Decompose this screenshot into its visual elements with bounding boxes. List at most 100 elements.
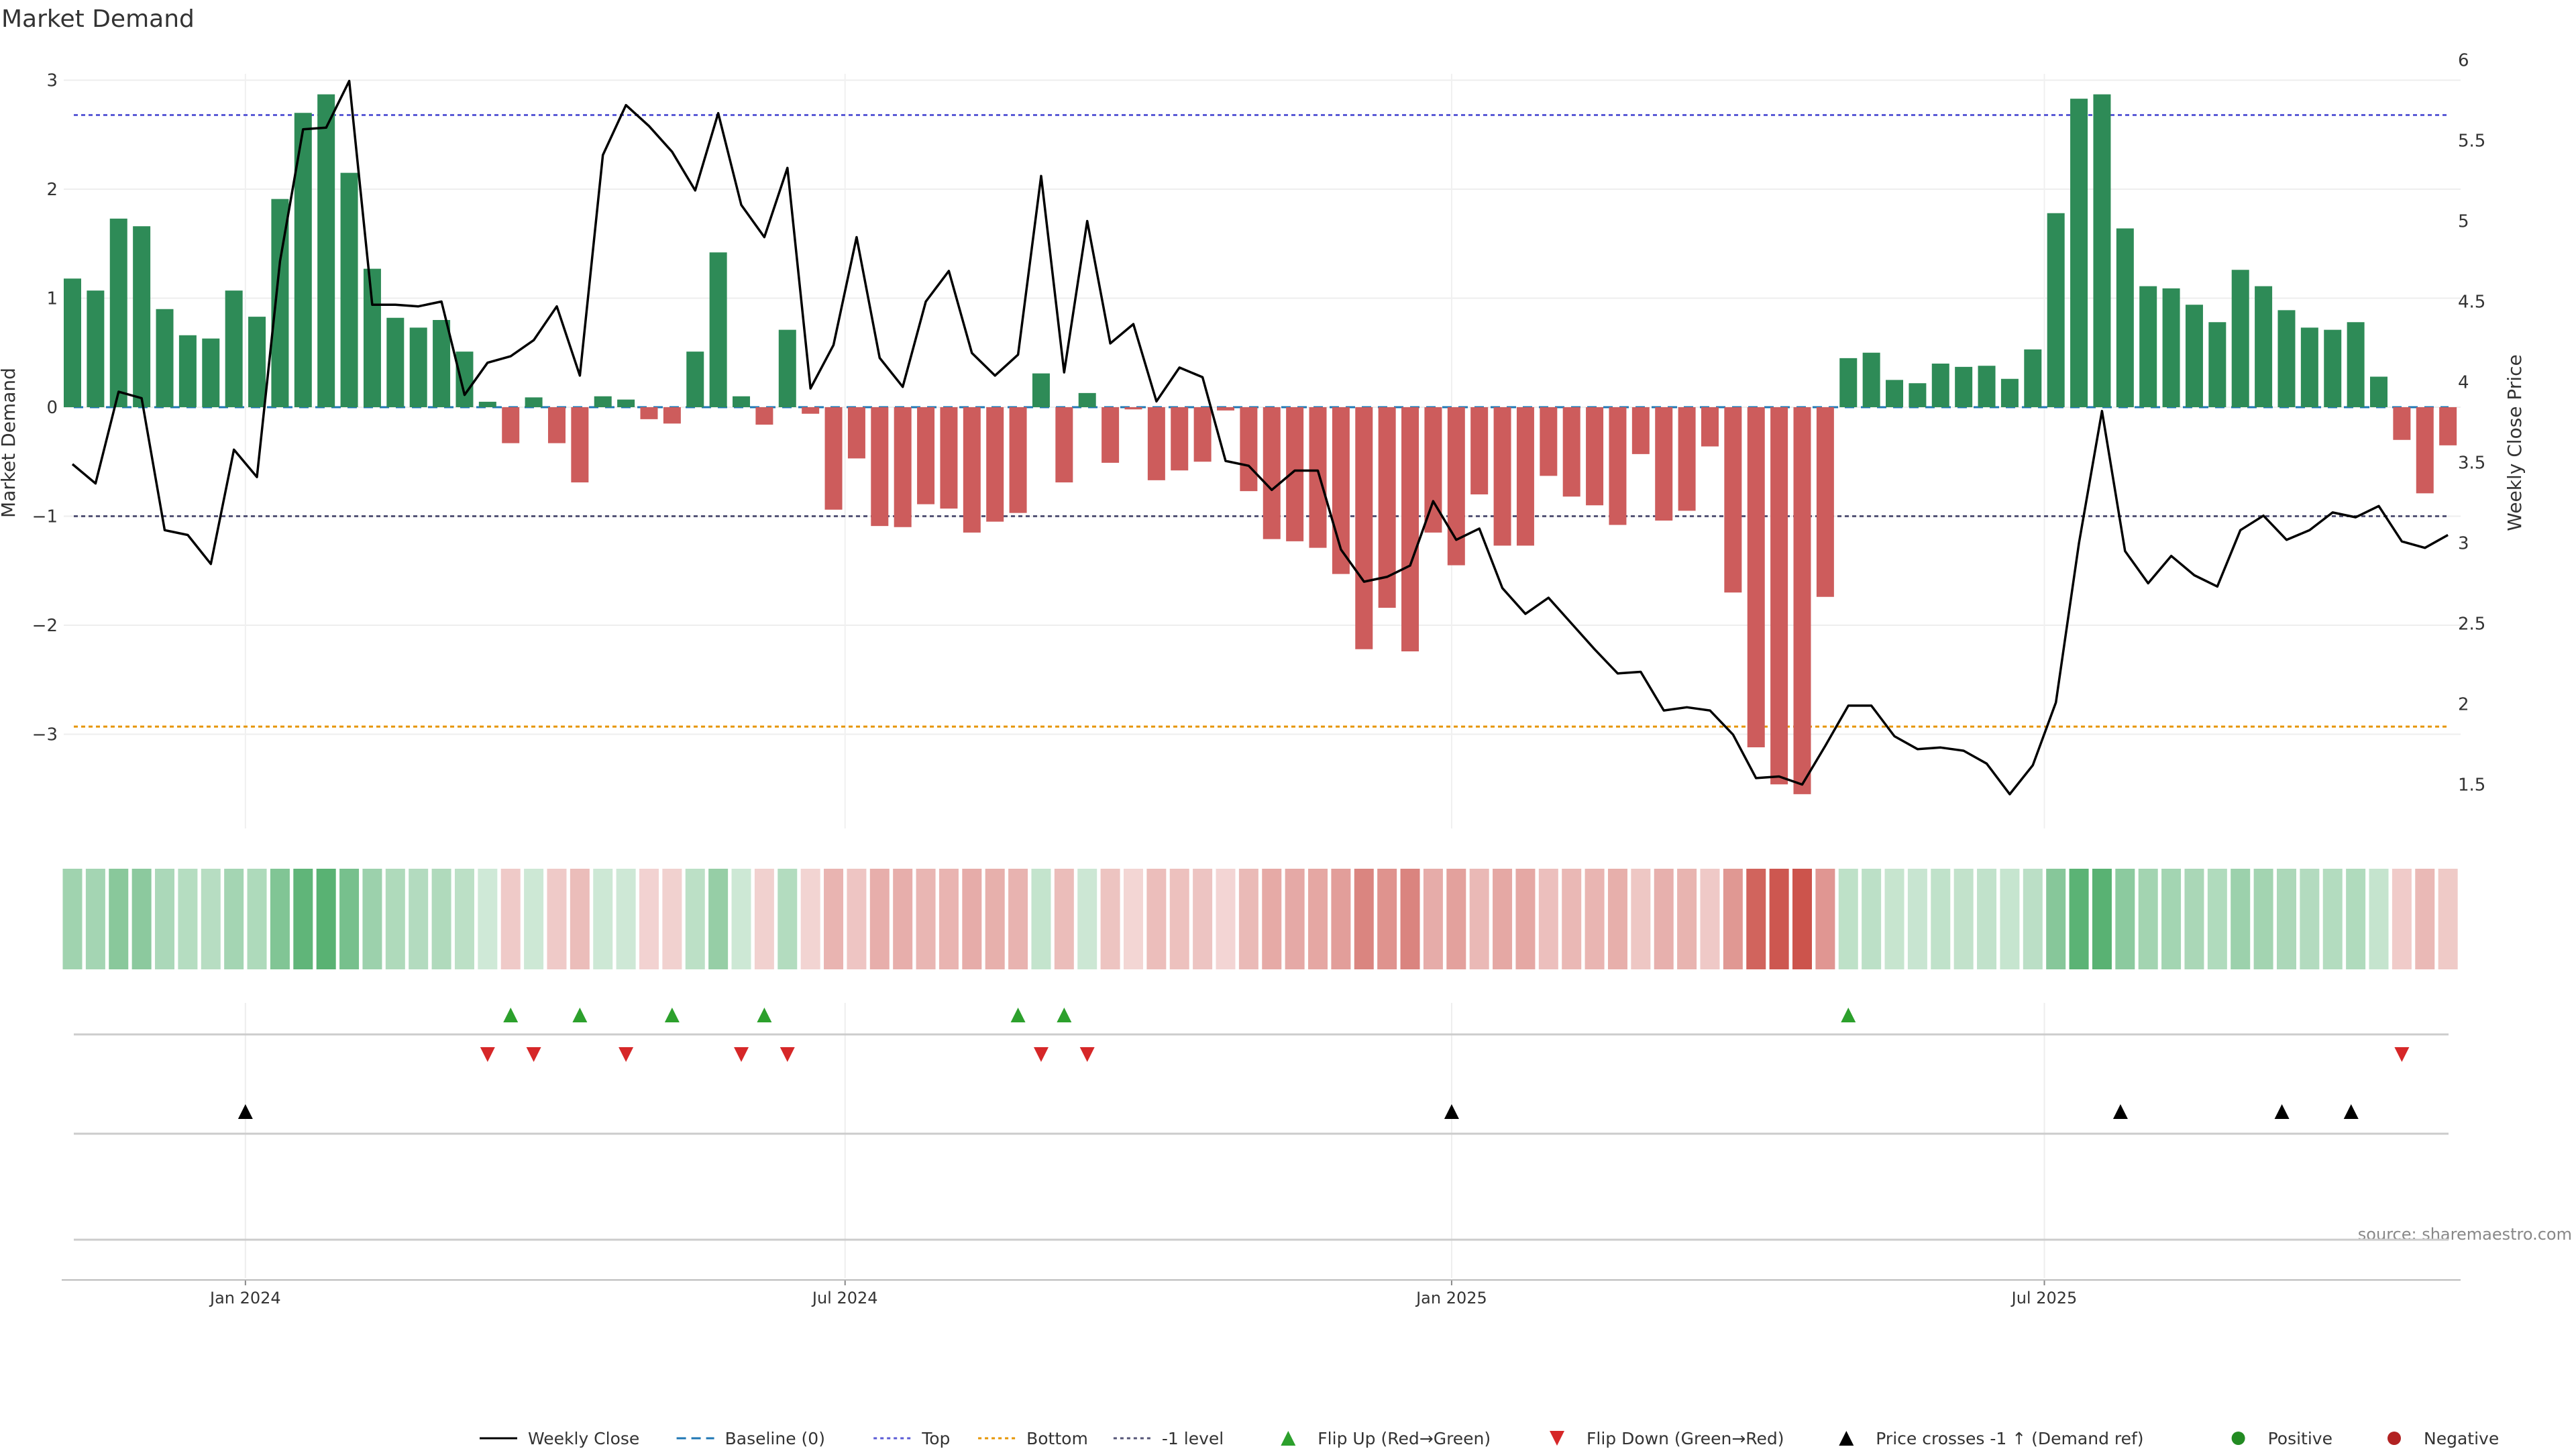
legend-label: Top [921,1429,950,1448]
y-tick-label: 3 [46,71,58,91]
source-label: source: sharemaestro.com [2358,1225,2572,1244]
heat-cell [1838,869,1858,969]
price-cross-marker [1444,1104,1459,1119]
demand-bar [1816,407,1834,597]
flip-down-marker [2394,1047,2410,1062]
heat-cell [2415,869,2435,969]
demand-bar [178,335,197,407]
x-tick-label: Jan 2025 [1415,1289,1487,1307]
demand-bar [525,397,543,407]
demand-bar [1193,407,1212,462]
heat-cell [1469,869,1489,969]
demand-bar [917,407,935,504]
heat-cell [893,869,913,969]
demand-bar [1701,407,1719,447]
heat-cell [178,869,198,969]
heat-cell [2346,869,2366,969]
demand-bar [594,396,612,407]
heat-cell [1907,869,1927,969]
legend-swatch [1281,1431,1296,1446]
heat-cell [1769,869,1789,969]
heat-cell [155,869,175,969]
demand-bar [571,407,589,483]
heat-cell [985,869,1005,969]
demand-bar [1931,364,1949,407]
demand-bar [778,329,796,407]
demand-bar [847,407,865,459]
x-tick-label: Jul 2025 [2010,1289,2078,1307]
demand-bar [1217,407,1234,411]
demand-bar [1124,407,1142,410]
demand-bar [294,113,312,407]
heat-cell [1077,869,1097,969]
y-tick-label: −1 [32,507,58,527]
demand-bar [2416,407,2434,494]
heat-cell [339,869,360,969]
demand-bar [1839,358,1858,407]
demand-bar [1955,366,1973,407]
heat-cell [2276,869,2296,969]
demand-bar [1747,407,1765,747]
chart-title: Market Demand [1,5,195,33]
demand-bar [317,94,335,407]
legend-item: Positive [2231,1429,2332,1448]
flip-up-marker [1010,1008,1026,1022]
heat-cell [847,869,867,969]
flip-down-marker [1033,1047,1049,1062]
heat-cell [1308,869,1328,969]
demand-bar [1032,373,1050,407]
demand-bar [2185,305,2203,407]
heat-cell [1493,869,1513,969]
flip-down-marker [780,1047,795,1062]
demand-bar [109,218,127,407]
demand-bar [1447,407,1465,566]
heat-cell [639,869,659,969]
heat-cell [800,869,820,969]
demand-bar [1424,407,1442,533]
heat-cell [2184,869,2204,969]
x-tick-label: Jan 2024 [209,1289,281,1307]
heat-cell [409,869,429,969]
demand-bar [455,352,474,407]
heat-cell [685,869,705,969]
demand-bar [1078,392,1096,407]
heat-cell [593,869,613,969]
demand-bar [64,278,81,407]
heat-strip [62,869,2458,969]
heat-cell [500,869,521,969]
legend-label: -1 level [1162,1429,1224,1448]
heat-cell [570,869,590,969]
demand-bar [1516,407,1534,546]
heat-cell [454,869,474,969]
y-right-tick-label: 5.5 [2458,131,2485,152]
legend-swatch [2387,1432,2401,1445]
x-tick-label: Jul 2024 [811,1289,878,1307]
heat-cell [1931,869,1951,969]
heat-cell [1169,869,1189,969]
heat-cell [224,869,244,969]
demand-bar [2393,407,2411,440]
y-right-tick-label: 3 [2458,534,2469,554]
heat-cell [1146,869,1167,969]
heat-cell [1677,869,1697,969]
demand-bar [2070,99,2088,407]
legend-swatch [2231,1432,2245,1445]
reference-lines [74,114,2449,728]
heat-cell [109,869,129,969]
heat-cell [385,869,405,969]
legend-label: Baseline (0) [725,1429,825,1448]
demand-bar [2300,327,2318,407]
flip-down-marker [1079,1047,1095,1062]
heat-cell [869,869,890,969]
demand-bar [386,317,405,407]
heat-cell [1977,869,1997,969]
price-cross-marker [2343,1104,2359,1119]
demand-bar [1309,407,1327,548]
demand-bar [156,309,174,407]
axes-layer: 3 2 1 0 −1 −2 −3 6 5.5 5 4.5 4 3.5 3 2.5 2 1.5 Market Dem… [0,51,2526,1308]
demand-bar [617,399,635,407]
flip-down-marker [734,1047,749,1062]
demand-bar [1055,407,1073,483]
legend-label: Bottom [1026,1429,1088,1448]
legend-label: Flip Up (Red→Green) [1318,1429,1491,1448]
